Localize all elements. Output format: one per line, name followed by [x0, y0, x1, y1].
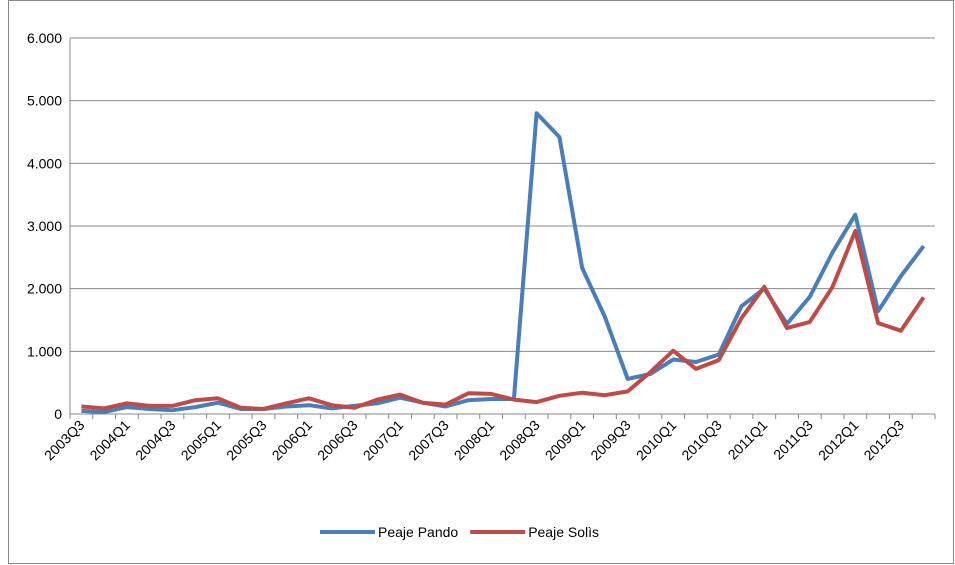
chart-frame — [8, 0, 954, 564]
y-tick-label: 5.000 — [27, 93, 62, 109]
legend-label: Peaje Pando — [378, 524, 458, 540]
y-tick-label: 0 — [54, 406, 62, 422]
y-tick-label: 2.000 — [27, 281, 62, 297]
y-tick-label: 6.000 — [27, 30, 62, 46]
series-line — [81, 229, 926, 411]
legend-label: Peaje Solìs — [528, 524, 599, 540]
y-tick-label: 1.000 — [27, 343, 62, 359]
y-tick-label: 4.000 — [27, 155, 62, 171]
y-tick-label: 3.000 — [27, 218, 62, 234]
